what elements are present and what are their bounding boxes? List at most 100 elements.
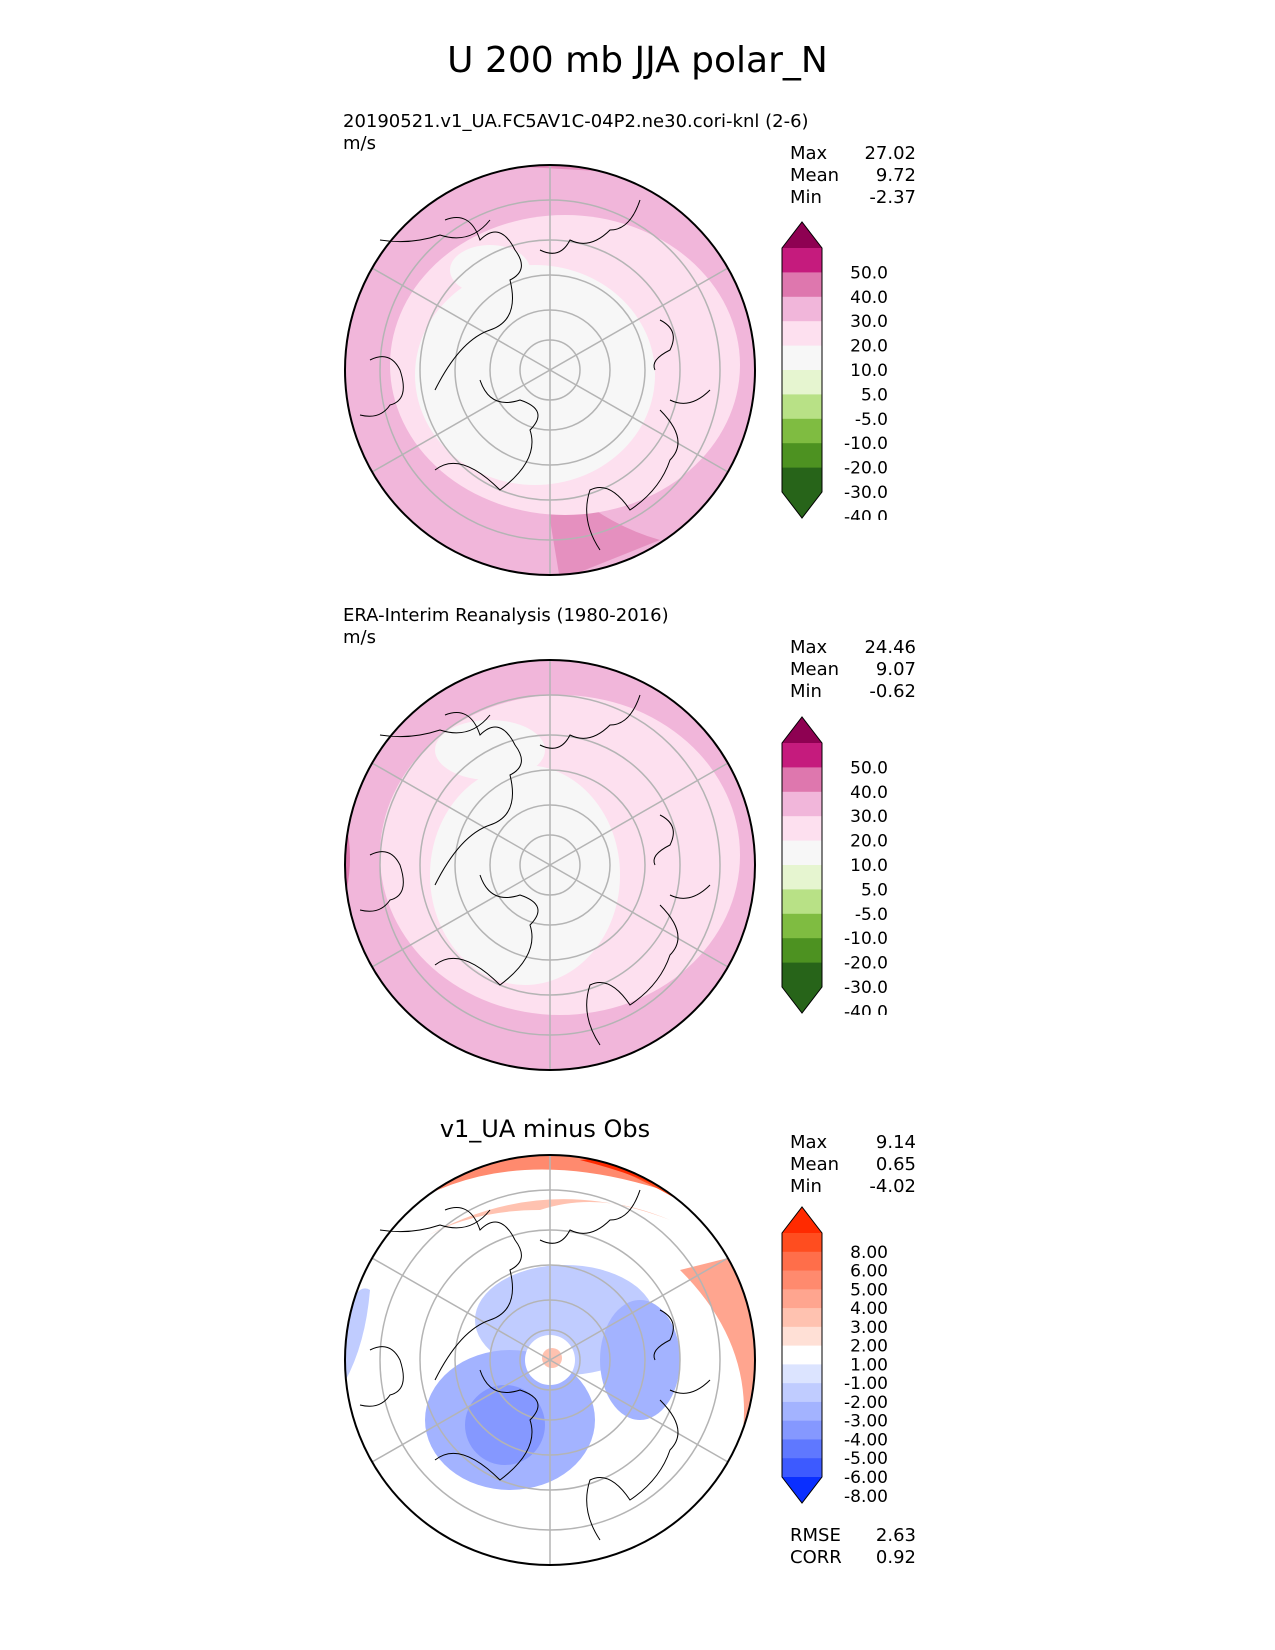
stat-value-max: 24.46 [864,637,916,658]
colorbar-tick-label: 6.00 [850,1262,888,1282]
colorbar-tick-label: -3.00 [844,1412,888,1432]
test-stats: Max 27.02 Mean 9.72 Min -2.37 [790,143,916,209]
colorbar-segment [782,370,822,395]
colorbar-tick-label: 50.0 [850,758,888,778]
colorbar-segment [782,1289,822,1309]
stat-value-min: -2.37 [869,187,916,208]
colorbar-segment [782,1233,822,1253]
ref-panel-units: m/s [343,627,376,648]
colorbar-segment [782,443,822,469]
colorbar-outline [781,716,823,1014]
colorbar-segment [782,865,822,890]
colorbar-segment [782,743,822,768]
colorbar-tick-label: 5.00 [850,1280,888,1300]
colorbar-segment [782,1251,822,1272]
colorbar-extend-max [782,1207,822,1233]
colorbar-segment [782,1458,822,1478]
test-panel-units: m/s [343,133,376,154]
rmse-label: RMSE [790,1525,841,1546]
colorbar-segment [782,1345,822,1365]
colorbar-tick-label: 10.0 [850,856,888,876]
figure-title: U 200 mb JJA polar_N [447,40,828,81]
stat-label-min: Min [790,1176,822,1197]
colorbar-tick-label: -20.0 [844,954,888,974]
stat-value-min: -0.62 [869,681,916,702]
colorbar-tick-label: 40.0 [850,783,888,803]
stat-label-max: Max [790,143,828,164]
colorbar-tick-label: 40.0 [850,288,888,308]
colorbar-tick-label: 20.0 [850,337,888,357]
colorbar-extend-min [782,1477,822,1503]
colorbar-segment [782,791,822,817]
ref-panel-title: ERA-Interim Reanalysis (1980-2016) [343,605,669,626]
stat-label-max: Max [790,637,828,658]
colorbar-tick-label: -10.0 [844,434,888,454]
map-boundary [344,659,756,1071]
colorbar-tick-label: 30.0 [850,312,888,332]
colorbar-tick-label: -30.0 [844,483,888,503]
map-boundary [344,164,756,576]
colorbar-tick-label: -4.00 [844,1430,888,1450]
map-boundary [344,1154,756,1566]
colorbar-segment [782,962,822,988]
colorbar-tick-label: -30.0 [844,978,888,998]
colorbar-tick-label: 5.0 [861,880,888,900]
stat-value-max: 27.02 [864,143,916,164]
field-fill-core [415,265,655,485]
colorbar-tick-label: 20.0 [850,832,888,852]
field-fill-core [430,765,620,985]
colorbar-tick-label: 3.00 [850,1318,888,1338]
test-polar-map [344,164,756,576]
colorbar-segment [782,1308,822,1328]
diff-colorbar: 8.006.005.004.003.002.001.00-1.00-2.00-3… [781,1206,888,1505]
colorbar-outline [781,1206,823,1504]
lat-lon-grid [371,660,729,1070]
ref-stats: Max 24.46 Mean 9.07 Min -0.62 [790,637,916,703]
colorbar-segment [782,889,822,915]
colorbar-tick-label: -8.00 [844,1487,888,1505]
colorbar-segment [782,913,822,939]
stat-label-min: Min [790,681,822,702]
colorbar-segment [782,467,822,493]
stat-value-max: 9.14 [875,1132,916,1153]
colorbar-extend-min [782,987,822,1013]
coastlines [359,694,711,1046]
colorbar-segment [782,345,822,371]
coastlines [359,1189,711,1541]
diff-polar-map [344,1154,756,1566]
colorbar-tick-label: 2.00 [850,1337,888,1357]
colorbar-tick-label: -40.0 [844,1002,888,1015]
colorbar-segment [782,321,822,347]
corr-value: 0.92 [875,1547,916,1568]
colorbar-segment [782,394,822,420]
stat-value-mean: 9.72 [875,165,916,186]
colorbar-segment [782,1326,822,1347]
ref-polar-map [344,659,756,1071]
colorbar-segment [782,418,822,444]
colorbar-tick-label: -10.0 [844,929,888,949]
stat-value-mean: 9.07 [875,659,916,680]
colorbar-segment [782,1270,822,1290]
rmse-value: 2.63 [875,1525,916,1546]
stat-value-mean: 0.65 [875,1154,916,1175]
colorbar-tick-label: -6.00 [844,1468,888,1488]
colorbar-tick-label: -1.00 [844,1374,888,1394]
colorbar-segment [782,1420,822,1440]
colorbar-segment [782,767,822,793]
stat-value-min: -4.02 [869,1176,916,1197]
colorbar-segment [782,816,822,842]
colorbar-tick-label: -5.0 [855,905,888,925]
stat-label-mean: Mean [790,165,840,186]
colorbar-tick-label: 10.0 [850,361,888,381]
diff-panel-title: v1_UA minus Obs [439,1115,651,1143]
colorbar-tick-label: -20.0 [844,459,888,479]
stat-label-max: Max [790,1132,828,1153]
stat-label-mean: Mean [790,659,840,680]
ref-colorbar: 50.0 40.0 30.0 20.0 10.0 5.0 -5.0 -10.0 -20.0 -30… [781,716,888,1015]
colorbar-segment [782,1383,822,1403]
colorbar-tick-label: 4.00 [850,1299,888,1319]
stat-label-min: Min [790,187,822,208]
colorbar-tick-label: -5.0 [855,410,888,430]
colorbar-segment [782,248,822,273]
colorbar-tick-label: -40.0 [844,507,888,520]
